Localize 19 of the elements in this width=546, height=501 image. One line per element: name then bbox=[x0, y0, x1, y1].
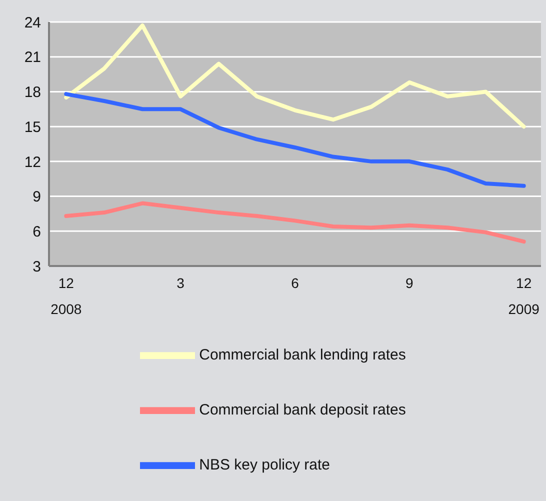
y-tick-label: 3 bbox=[32, 258, 41, 276]
y-tick-label: 15 bbox=[24, 118, 41, 136]
x-tick-label: 3 bbox=[176, 275, 185, 291]
y-tick-label: 9 bbox=[32, 188, 41, 206]
legend-label: Commercial bank deposit rates bbox=[199, 401, 406, 418]
x-tick-label: 12 2008 bbox=[50, 275, 82, 317]
line-series bbox=[64, 23, 526, 129]
x-tick-label: 12 2009 bbox=[508, 275, 540, 317]
x-tick-label: 9 bbox=[406, 275, 414, 291]
y-tick-label: 6 bbox=[32, 223, 41, 240]
legend-label: Commercial bank lending rates bbox=[199, 346, 406, 364]
line-series bbox=[64, 92, 526, 188]
legend-label: NBS key policy rate bbox=[199, 456, 330, 474]
x-tick-label: 6 bbox=[291, 275, 300, 291]
y-tick-label: 18 bbox=[24, 84, 41, 102]
y-tick-label: 21 bbox=[24, 49, 41, 66]
line-series bbox=[64, 201, 526, 244]
y-tick-label: 12 bbox=[24, 154, 41, 171]
y-tick-label: 24 bbox=[24, 14, 41, 32]
